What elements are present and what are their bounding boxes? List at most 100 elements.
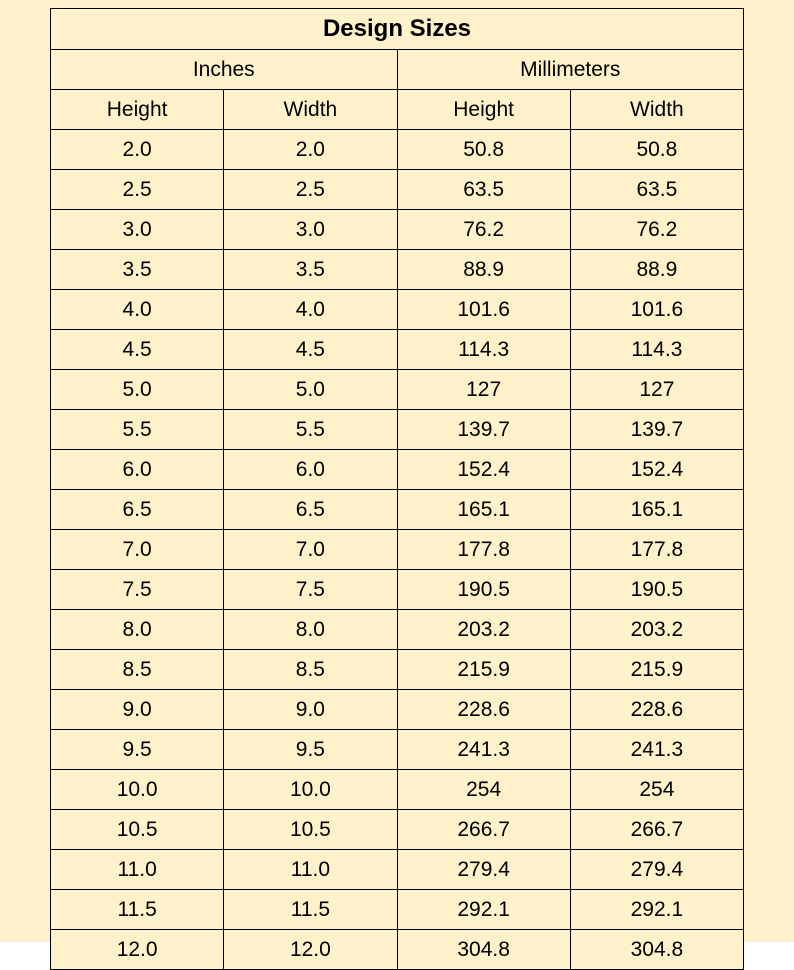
table-cell: 7.5 bbox=[51, 570, 224, 610]
table-row: 10.010.0254254 bbox=[51, 770, 744, 810]
col-mm-height: Height bbox=[397, 90, 570, 130]
table-cell: 114.3 bbox=[570, 330, 743, 370]
table-cell: 304.8 bbox=[570, 930, 743, 970]
table-cell: 9.5 bbox=[51, 730, 224, 770]
table-cell: 292.1 bbox=[397, 890, 570, 930]
table-cell: 165.1 bbox=[397, 490, 570, 530]
table-body: 2.02.050.850.82.52.563.563.53.03.076.276… bbox=[51, 130, 744, 970]
table-cell: 8.5 bbox=[224, 650, 397, 690]
table-row: 7.07.0177.8177.8 bbox=[51, 530, 744, 570]
table-cell: 5.0 bbox=[224, 370, 397, 410]
table-cell: 10.5 bbox=[224, 810, 397, 850]
unit-millimeters: Millimeters bbox=[397, 50, 744, 90]
table-cell: 101.6 bbox=[570, 290, 743, 330]
table-cell: 203.2 bbox=[570, 610, 743, 650]
table-cell: 9.0 bbox=[224, 690, 397, 730]
table-row: 11.511.5292.1292.1 bbox=[51, 890, 744, 930]
table-row: 6.56.5165.1165.1 bbox=[51, 490, 744, 530]
table-cell: 7.5 bbox=[224, 570, 397, 610]
table-row: 4.54.5114.3114.3 bbox=[51, 330, 744, 370]
table-row: 5.55.5139.7139.7 bbox=[51, 410, 744, 450]
table-cell: 241.3 bbox=[397, 730, 570, 770]
table-cell: 11.0 bbox=[51, 850, 224, 890]
table-cell: 254 bbox=[397, 770, 570, 810]
table-title: Design Sizes bbox=[51, 9, 744, 50]
table-cell: 254 bbox=[570, 770, 743, 810]
table-cell: 127 bbox=[397, 370, 570, 410]
table-cell: 63.5 bbox=[570, 170, 743, 210]
table-cell: 177.8 bbox=[570, 530, 743, 570]
table-cell: 8.5 bbox=[51, 650, 224, 690]
table-row: 8.58.5215.9215.9 bbox=[51, 650, 744, 690]
table-cell: 127 bbox=[570, 370, 743, 410]
table-cell: 101.6 bbox=[397, 290, 570, 330]
table-cell: 5.5 bbox=[51, 410, 224, 450]
design-sizes-table: Design Sizes Inches Millimeters Height W… bbox=[50, 8, 744, 970]
table-cell: 8.0 bbox=[51, 610, 224, 650]
table-cell: 10.5 bbox=[51, 810, 224, 850]
table-cell: 4.5 bbox=[224, 330, 397, 370]
column-header-row: Height Width Height Width bbox=[51, 90, 744, 130]
table-cell: 279.4 bbox=[397, 850, 570, 890]
table-cell: 50.8 bbox=[397, 130, 570, 170]
table-cell: 7.0 bbox=[224, 530, 397, 570]
table-cell: 165.1 bbox=[570, 490, 743, 530]
table-row: 7.57.5190.5190.5 bbox=[51, 570, 744, 610]
table-cell: 139.7 bbox=[397, 410, 570, 450]
table-cell: 228.6 bbox=[570, 690, 743, 730]
table-cell: 139.7 bbox=[570, 410, 743, 450]
table-row: 11.011.0279.4279.4 bbox=[51, 850, 744, 890]
table-cell: 190.5 bbox=[397, 570, 570, 610]
table-cell: 190.5 bbox=[570, 570, 743, 610]
table-row: 5.05.0127127 bbox=[51, 370, 744, 410]
table-cell: 10.0 bbox=[51, 770, 224, 810]
table-row: 9.09.0228.6228.6 bbox=[51, 690, 744, 730]
table-cell: 241.3 bbox=[570, 730, 743, 770]
table-cell: 279.4 bbox=[570, 850, 743, 890]
table-cell: 7.0 bbox=[51, 530, 224, 570]
table-row: 3.03.076.276.2 bbox=[51, 210, 744, 250]
table-cell: 5.0 bbox=[51, 370, 224, 410]
table-cell: 88.9 bbox=[397, 250, 570, 290]
table-cell: 9.0 bbox=[51, 690, 224, 730]
table-cell: 50.8 bbox=[570, 130, 743, 170]
table-row: 2.52.563.563.5 bbox=[51, 170, 744, 210]
table-cell: 114.3 bbox=[397, 330, 570, 370]
table-cell: 2.0 bbox=[51, 130, 224, 170]
table-cell: 304.8 bbox=[397, 930, 570, 970]
table-cell: 6.5 bbox=[51, 490, 224, 530]
table-cell: 266.7 bbox=[570, 810, 743, 850]
table-cell: 12.0 bbox=[224, 930, 397, 970]
table-cell: 10.0 bbox=[224, 770, 397, 810]
table-row: 9.59.5241.3241.3 bbox=[51, 730, 744, 770]
table-cell: 63.5 bbox=[397, 170, 570, 210]
table-row: 12.012.0304.8304.8 bbox=[51, 930, 744, 970]
table-row: 8.08.0203.2203.2 bbox=[51, 610, 744, 650]
table-cell: 152.4 bbox=[570, 450, 743, 490]
table-cell: 292.1 bbox=[570, 890, 743, 930]
table-cell: 5.5 bbox=[224, 410, 397, 450]
table-cell: 152.4 bbox=[397, 450, 570, 490]
col-inches-width: Width bbox=[224, 90, 397, 130]
table-cell: 11.5 bbox=[224, 890, 397, 930]
table-cell: 4.5 bbox=[51, 330, 224, 370]
table-row: 3.53.588.988.9 bbox=[51, 250, 744, 290]
table-cell: 228.6 bbox=[397, 690, 570, 730]
table-cell: 6.5 bbox=[224, 490, 397, 530]
table-cell: 3.5 bbox=[51, 250, 224, 290]
table-cell: 215.9 bbox=[397, 650, 570, 690]
table-cell: 2.5 bbox=[224, 170, 397, 210]
table-cell: 9.5 bbox=[224, 730, 397, 770]
table-cell: 6.0 bbox=[224, 450, 397, 490]
table-cell: 76.2 bbox=[570, 210, 743, 250]
table-cell: 12.0 bbox=[51, 930, 224, 970]
table-cell: 177.8 bbox=[397, 530, 570, 570]
table-cell: 215.9 bbox=[570, 650, 743, 690]
table-cell: 8.0 bbox=[224, 610, 397, 650]
table-cell: 266.7 bbox=[397, 810, 570, 850]
unit-inches: Inches bbox=[51, 50, 398, 90]
table-cell: 11.5 bbox=[51, 890, 224, 930]
col-mm-width: Width bbox=[570, 90, 743, 130]
table-cell: 76.2 bbox=[397, 210, 570, 250]
table-cell: 88.9 bbox=[570, 250, 743, 290]
